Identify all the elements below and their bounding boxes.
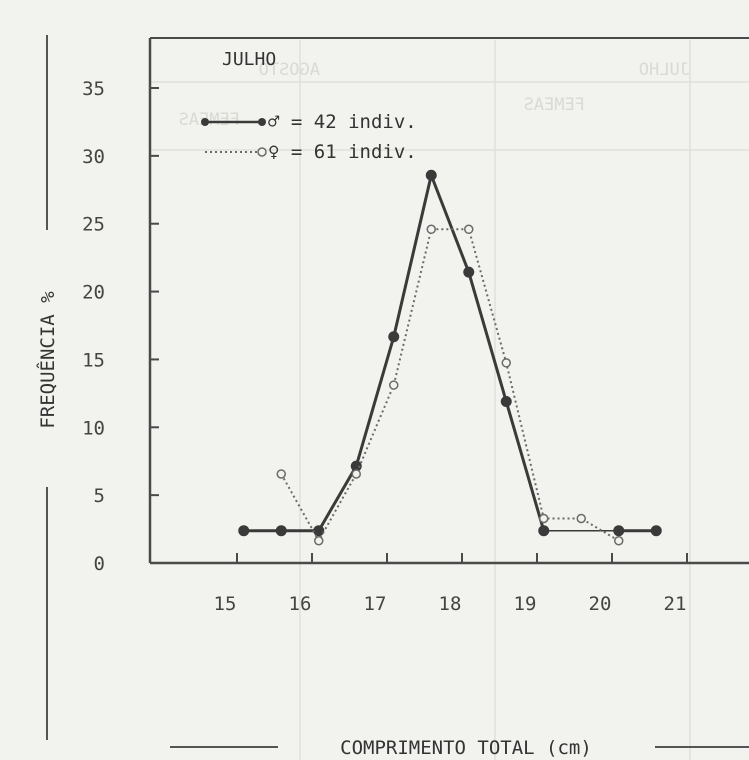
- svg-text:JULHO: JULHO: [639, 60, 690, 80]
- data-point: [539, 513, 549, 524]
- data-point: [389, 380, 399, 390]
- series-line: [243, 173, 546, 533]
- x-axis-label-group: COMPRIMENTO TOTAL (cm): [170, 737, 749, 759]
- x-tick-label: 21: [664, 593, 687, 615]
- data-point: [576, 513, 586, 524]
- y-tick-label: 35: [82, 78, 105, 100]
- data-point: [426, 224, 436, 235]
- data-point: [500, 396, 512, 407]
- data-point: [650, 525, 662, 537]
- data-point: [463, 266, 475, 278]
- svg-text:FEMEAS: FEMEAS: [179, 110, 240, 130]
- data-point: [238, 525, 250, 537]
- data-point: [276, 469, 286, 479]
- legend: ♂ = 42 indiv. ♀ = 61 indiv.: [201, 111, 417, 163]
- y-tick-label: 0: [94, 553, 105, 575]
- data-point: [614, 535, 624, 546]
- x-axis-ticks: 15 16 17 18 19 20 21: [214, 553, 688, 615]
- data-point: [613, 525, 625, 537]
- legend-male-marker: [258, 118, 266, 126]
- data-point: [538, 525, 550, 537]
- data-point: [388, 331, 400, 343]
- y-tick-label: 15: [82, 349, 105, 371]
- y-tick-label: 5: [94, 485, 105, 507]
- data-point: [425, 169, 437, 181]
- data-point: [275, 525, 287, 537]
- y-axis-label-group: FREQUÊNCIA %: [36, 35, 59, 740]
- y-axis-ticks: 0 5 10 15 20 25 30 35: [82, 78, 159, 575]
- legend-male-marker: [201, 118, 209, 126]
- legend-female-marker: [257, 147, 267, 157]
- x-tick-label: 15: [214, 593, 237, 615]
- series-layer: [238, 169, 662, 546]
- svg-text:AGOSTO: AGOSTO: [259, 60, 320, 80]
- data-point: [313, 525, 325, 537]
- data-point: [351, 469, 361, 479]
- x-tick-label: 19: [514, 593, 537, 615]
- chart-title: JULHO: [222, 49, 276, 70]
- series-male: [238, 169, 662, 537]
- y-tick-label: 25: [82, 214, 105, 236]
- legend-male-label: ♂ = 42 indiv.: [268, 111, 417, 133]
- svg-text:FEMEAS: FEMEAS: [524, 95, 585, 115]
- bleed-through-table: JULHO AGOSTO FEMEAS FEMEAS: [150, 40, 749, 760]
- data-point: [501, 358, 511, 368]
- x-tick-label: 16: [289, 593, 312, 615]
- data-point: [314, 535, 324, 546]
- y-axis-label: FREQUÊNCIA %: [36, 291, 59, 429]
- series-female: [276, 224, 624, 546]
- y-tick-label: 30: [82, 146, 105, 168]
- y-tick-label: 10: [82, 417, 105, 439]
- legend-female-label: ♀ = 61 indiv.: [268, 141, 417, 163]
- y-tick-label: 20: [82, 282, 105, 304]
- x-tick-label: 20: [589, 593, 612, 615]
- data-point: [464, 224, 474, 235]
- x-axis-label: COMPRIMENTO TOTAL (cm): [340, 737, 592, 759]
- series-line: [280, 228, 620, 542]
- x-tick-label: 18: [439, 593, 462, 615]
- x-tick-label: 17: [364, 593, 387, 615]
